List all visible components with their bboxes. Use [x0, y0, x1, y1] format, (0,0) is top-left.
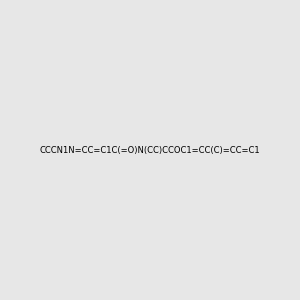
Text: CCCN1N=CC=C1C(=O)N(CC)CCOC1=CC(C)=CC=C1: CCCN1N=CC=C1C(=O)N(CC)CCOC1=CC(C)=CC=C1: [40, 146, 260, 154]
